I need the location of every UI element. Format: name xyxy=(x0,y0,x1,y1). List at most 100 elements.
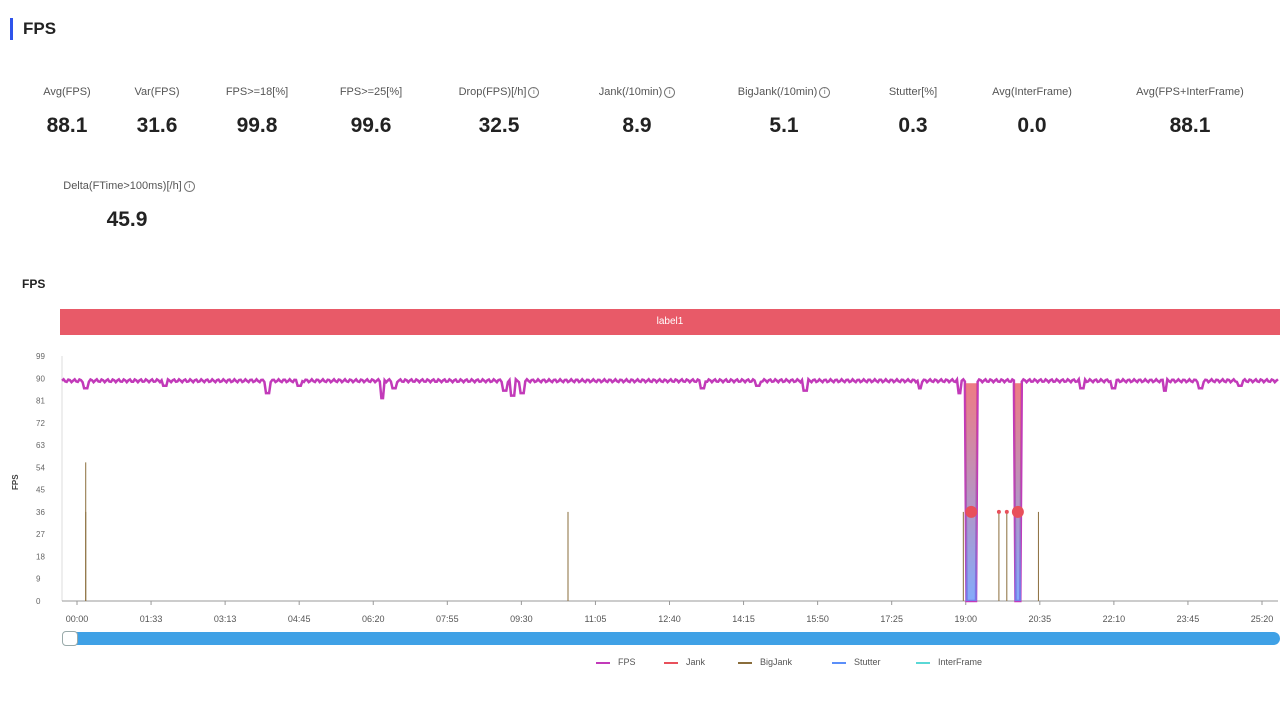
legend-swatch xyxy=(738,661,752,664)
x-tick-label: 23:45 xyxy=(1177,614,1200,624)
metric-value: 99.8 xyxy=(236,114,278,137)
metric-label-wrap: Drop(FPS)[/h] i xyxy=(440,86,558,98)
legend-label: InterFrame xyxy=(938,657,983,667)
zoom-slider[interactable] xyxy=(62,632,1280,645)
metric-label-wrap: Jank(/10min) i xyxy=(580,86,694,98)
legend-label: FPS xyxy=(618,657,636,667)
metric-value: 8.9 xyxy=(622,114,652,137)
y-axis-title: FPS xyxy=(11,474,20,490)
info-icon[interactable]: i xyxy=(819,86,831,98)
metric-value: 45.9 xyxy=(106,208,148,231)
y-tick-label: 9 xyxy=(36,575,41,584)
metric-value: 88.1 xyxy=(46,114,88,137)
metric-value: 88.1 xyxy=(1169,114,1211,137)
metric-avg-fps-interframe: Avg(FPS+InterFrame) 88.1 xyxy=(1112,86,1268,138)
x-tick-label: 20:35 xyxy=(1029,614,1052,624)
x-tick-label: 12:40 xyxy=(658,614,681,624)
y-tick-label: 99 xyxy=(36,352,45,361)
legend-label: Jank xyxy=(686,657,706,667)
metric-drop: Drop(FPS)[/h] i 32.5 xyxy=(440,86,558,138)
metric-label: Delta(FTime>100ms)[/h] xyxy=(63,180,182,192)
label-bar[interactable]: label1 xyxy=(60,309,1280,335)
x-tick-label: 01:33 xyxy=(140,614,163,624)
jank-event-dot xyxy=(996,509,1001,514)
info-icon[interactable]: i xyxy=(528,86,540,98)
y-tick-label: 90 xyxy=(36,374,45,383)
x-tick-label: 19:00 xyxy=(954,614,977,624)
jank-marker xyxy=(965,505,978,518)
legend-swatch xyxy=(832,661,846,664)
x-tick-label: 22:10 xyxy=(1103,614,1126,624)
x-tick-label: 06:20 xyxy=(362,614,385,624)
jank-marker xyxy=(1011,505,1024,518)
y-tick-label: 0 xyxy=(36,597,41,606)
metric-value: 0.3 xyxy=(898,114,928,137)
legend-item-jank[interactable]: Jank xyxy=(664,657,705,667)
info-icon[interactable]: i xyxy=(664,86,676,98)
jank-event-dot xyxy=(1004,509,1009,514)
metric-avg-fps: Avg(FPS) 88.1 xyxy=(32,86,102,138)
metric-label: FPS>=18[%] xyxy=(225,86,289,98)
metric-value: 31.6 xyxy=(136,114,178,137)
metrics-panel: Avg(FPS) 88.1 Var(FPS) 31.6 FPS>=18[%] 9… xyxy=(0,86,1280,256)
metric-var-fps: Var(FPS) 31.6 xyxy=(122,86,192,138)
metric-label: Jank(/10min) xyxy=(598,86,663,98)
legend-label: Stutter xyxy=(854,657,881,667)
metric-label-wrap: Delta(FTime>100ms)[/h] i xyxy=(34,180,224,192)
metric-jank: Jank(/10min) i 8.9 xyxy=(580,86,694,138)
metric-label: BigJank(/10min) xyxy=(737,86,818,98)
y-tick-label: 18 xyxy=(36,552,45,561)
x-tick-label: 09:30 xyxy=(510,614,533,624)
page-title: FPS xyxy=(10,18,56,40)
fps-chart: 0 9 18 27 36 45 54 63 72 81 90 99 FPS 00:00 01:33 03:13… xyxy=(11,352,1279,624)
legend-swatch xyxy=(596,661,610,664)
metric-value: 99.6 xyxy=(350,114,392,137)
legend-item-stutter[interactable]: Stutter xyxy=(832,657,881,667)
metric-fps-18: FPS>=18[%] 99.8 xyxy=(212,86,302,138)
fps-series-line xyxy=(61,376,1279,603)
chart-axes: 0 9 18 27 36 45 54 63 72 81 90 99 FPS 00:00 01:33 03:13… xyxy=(11,352,1278,624)
y-tick-label: 72 xyxy=(36,419,45,428)
metric-stutter: Stutter[%] 0.3 xyxy=(872,86,954,138)
y-tick-label: 54 xyxy=(36,463,45,472)
chart-title: FPS xyxy=(22,277,46,291)
metric-value: 0.0 xyxy=(1017,114,1047,137)
legend-item-bigjank[interactable]: BigJank xyxy=(738,657,792,667)
legend-swatch xyxy=(664,661,678,664)
x-tick-label: 04:45 xyxy=(288,614,311,624)
metric-delta-ftime: Delta(FTime>100ms)[/h] i 45.9 xyxy=(34,180,224,232)
metric-label: Avg(InterFrame) xyxy=(992,86,1072,98)
chart-legend: FPS Jank BigJank Stutter InterFrame xyxy=(0,657,1280,673)
y-tick-label: 27 xyxy=(36,530,45,539)
zoom-slider-handle[interactable] xyxy=(62,631,78,646)
x-tick-label: 17:25 xyxy=(880,614,903,624)
legend-item-fps[interactable]: FPS xyxy=(596,657,636,667)
metric-label: Avg(FPS) xyxy=(43,86,91,98)
x-tick-label: 15:50 xyxy=(806,614,829,624)
metric-fps-25: FPS>=25[%] 99.6 xyxy=(326,86,416,138)
metric-value: 32.5 xyxy=(478,114,520,137)
x-tick-label: 07:55 xyxy=(436,614,459,624)
x-tick-label: 11:05 xyxy=(585,614,607,624)
metric-label: Var(FPS) xyxy=(134,86,180,98)
metric-label: Stutter[%] xyxy=(888,86,938,98)
metric-bigjank: BigJank(/10min) i 5.1 xyxy=(716,86,852,138)
fps-drop-column xyxy=(1014,383,1022,601)
metric-label-wrap: BigJank(/10min) i xyxy=(716,86,852,98)
legend-label: BigJank xyxy=(760,657,793,667)
info-icon[interactable]: i xyxy=(183,180,195,192)
legend-item-interframe[interactable]: InterFrame xyxy=(916,657,982,667)
chart-marks xyxy=(61,376,1279,603)
y-tick-label: 81 xyxy=(36,397,45,406)
y-tick-label: 63 xyxy=(36,441,45,450)
legend-swatch xyxy=(916,661,930,664)
metric-value: 5.1 xyxy=(769,114,799,137)
metric-avg-interframe: Avg(InterFrame) 0.0 xyxy=(974,86,1090,138)
y-tick-label: 45 xyxy=(36,486,45,495)
y-tick-label: 36 xyxy=(36,508,45,517)
x-tick-label: 14:15 xyxy=(732,614,755,624)
metric-label: Avg(FPS+InterFrame) xyxy=(1136,86,1244,98)
metric-label: FPS>=25[%] xyxy=(339,86,403,98)
x-tick-label: 03:13 xyxy=(214,614,237,624)
fps-drop-column xyxy=(965,383,977,601)
